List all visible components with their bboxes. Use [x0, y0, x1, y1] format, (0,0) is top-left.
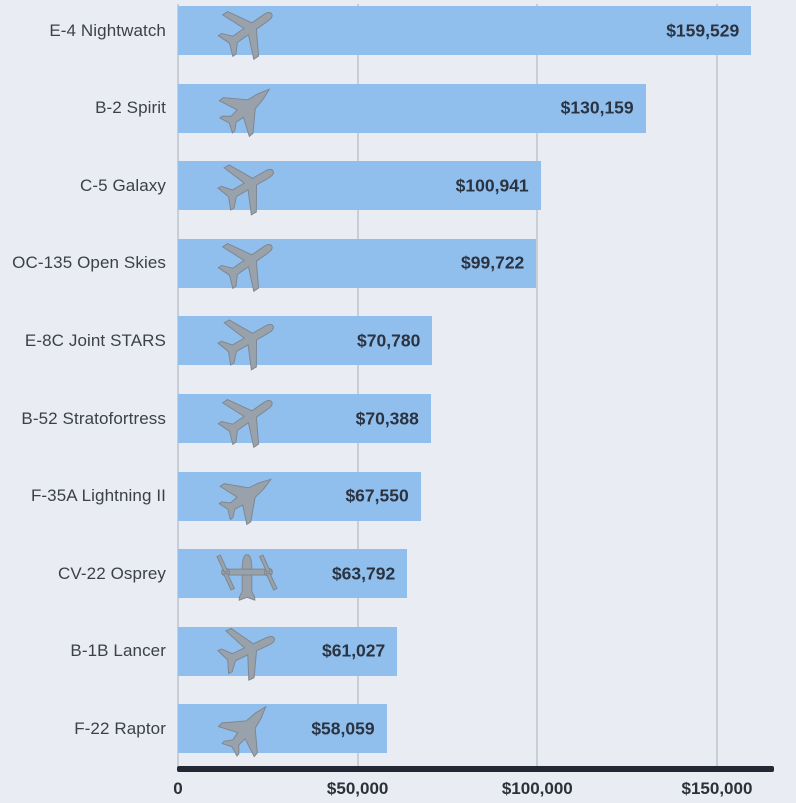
category-label-oc-135-open-skies: OC-135 Open Skies	[12, 253, 166, 273]
e-4-nightwatch-aircraft-image	[188, 0, 306, 69]
chart-row-oc-135-open-skies: OC-135 Open Skies $99,722	[0, 223, 796, 302]
category-label-cv-22-osprey: CV-22 Osprey	[58, 563, 166, 583]
plot-area	[177, 0, 796, 766]
value-label-f-35a-lightning-ii: $67,550	[345, 485, 409, 506]
chart-row-cv-22-osprey: CV-22 Osprey $63,792	[0, 549, 796, 601]
x-axis-tick-100-000: $100,000	[501, 779, 573, 798]
f-22-raptor-aircraft-image	[188, 691, 306, 766]
c-5-galaxy-aircraft-image	[188, 146, 306, 223]
gridline-150-000	[715, 4, 718, 766]
chart-row-b-52-stratofortress: B-52 Stratofortress $70,388	[0, 378, 796, 457]
value-label-b-2-spirit: $130,159	[560, 97, 634, 118]
b-1b-lancer-aircraft-image	[188, 613, 306, 688]
value-label-f-22-raptor: $58,059	[311, 718, 375, 739]
value-bar-f-35a-lightning-ii: $67,550	[178, 459, 421, 532]
value-bar-b-52-stratofortress: $70,388	[178, 378, 431, 457]
chart-row-b-1b-lancer: B-1B Lancer $61,027	[0, 613, 796, 688]
gridline-100-000	[536, 4, 539, 766]
value-label-c-5-galaxy: $100,941	[455, 175, 529, 196]
value-label-b-52-stratofortress: $70,388	[355, 408, 419, 428]
x-axis-tick-50-000: $50,000	[326, 779, 389, 798]
gridline-0	[177, 4, 179, 766]
b-2-spirit-aircraft-image	[188, 71, 306, 144]
category-label-e-8c-joint-stars: E-8C Joint STARS	[24, 330, 166, 350]
chart-row-b-2-spirit: B-2 Spirit $130,159	[0, 71, 796, 144]
value-bar-oc-135-open-skies: $99,722	[178, 223, 537, 302]
value-bar-b-1b-lancer: $61,027	[178, 613, 398, 688]
value-bar-f-22-raptor: $58,059	[178, 691, 387, 766]
chart-row-e-8c-joint-stars: E-8C Joint STARS $70,780	[0, 301, 796, 378]
value-label-e-8c-joint-stars: $70,780	[357, 330, 421, 351]
chart-row-f-22-raptor: F-22 Raptor $58,059	[0, 691, 796, 766]
value-bar-c-5-galaxy: $100,941	[178, 146, 541, 223]
x-axis-line	[177, 766, 774, 772]
value-label-e-4-nightwatch: $159,529	[666, 20, 740, 40]
f-35a-lightning-ii-aircraft-image	[188, 459, 306, 532]
value-bar-cv-22-osprey: $63,792	[178, 549, 408, 601]
oc-135-open-skies-aircraft-image	[188, 223, 306, 302]
category-label-b-1b-lancer: B-1B Lancer	[70, 641, 166, 661]
value-label-b-1b-lancer: $61,027	[322, 640, 386, 661]
e-8c-joint-stars-aircraft-image	[188, 301, 306, 378]
category-label-b-52-stratofortress: B-52 Stratofortress	[21, 408, 166, 428]
x-axis-tick-150-000: $150,000	[681, 779, 753, 798]
b-52-stratofortress-aircraft-image	[188, 378, 306, 457]
category-label-e-4-nightwatch: E-4 Nightwatch	[49, 20, 166, 40]
category-label-b-2-spirit: B-2 Spirit	[95, 98, 166, 118]
value-label-oc-135-open-skies: $99,722	[461, 252, 525, 273]
cv-22-osprey-aircraft-image	[188, 542, 306, 605]
chart-row-f-35a-lightning-ii: F-35A Lightning II $67,550	[0, 459, 796, 532]
category-label-f-22-raptor: F-22 Raptor	[74, 718, 166, 738]
category-label-f-35a-lightning-ii: F-35A Lightning II	[30, 486, 166, 506]
category-label-c-5-galaxy: C-5 Galaxy	[79, 175, 166, 195]
chart-row-e-4-nightwatch: E-4 Nightwatch $159,529	[0, 0, 796, 69]
gridline-50-000	[356, 4, 359, 766]
value-label-cv-22-osprey: $63,792	[331, 563, 396, 584]
chart-row-c-5-galaxy: C-5 Galaxy $100,941	[0, 146, 796, 223]
value-bar-b-2-spirit: $130,159	[178, 71, 646, 144]
value-bar-e-8c-joint-stars: $70,780	[178, 301, 433, 378]
value-bar-e-4-nightwatch: $159,529	[178, 0, 752, 69]
x-axis-tick-0: 0	[173, 779, 183, 798]
